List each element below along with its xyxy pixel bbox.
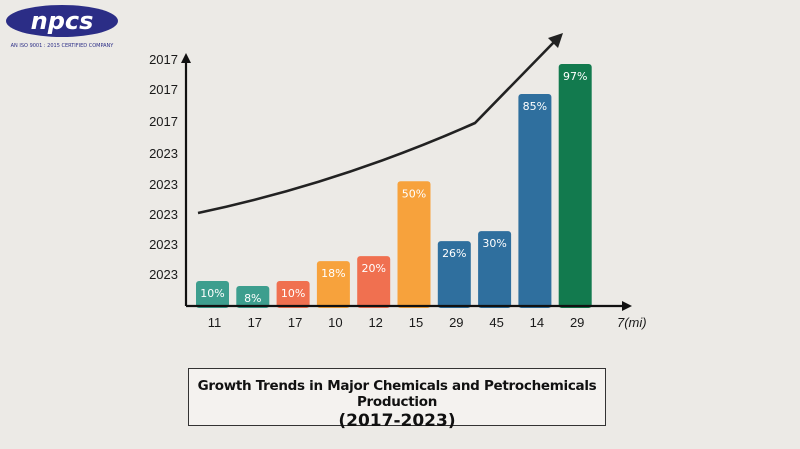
caption-years: (2017-2023) (338, 411, 456, 431)
x-tick-label: 17 (248, 315, 262, 330)
x-tick-label: 29 (570, 315, 584, 330)
bar (196, 281, 229, 308)
caption-title: Growth Trends in Major Chemicals and Pet… (197, 378, 597, 410)
x-axis-arrow (622, 301, 632, 311)
y-axis-arrow (181, 53, 191, 63)
y-tick-label: 2017 (149, 114, 178, 129)
bar-value-label: 26% (442, 247, 466, 260)
y-tick-label: 2023 (149, 177, 178, 192)
x-tick-label: 45 (489, 315, 503, 330)
logo-brand-text: npcs (31, 7, 94, 35)
chart-caption-box: Growth Trends in Major Chemicals and Pet… (188, 368, 606, 431)
bars-group: 10% 8% 10% 18% 20% 50% 26% 30% 85% 97% (196, 64, 592, 308)
npcs-logo: npcs AN ISO 9001 : 2015 CERTIFIED COMPAN… (6, 5, 118, 49)
trend-line (197, 39, 557, 215)
bar-value-label: 8% (244, 292, 261, 305)
bar (236, 286, 270, 308)
bar (558, 64, 592, 308)
x-tick-label: 17 (288, 315, 302, 330)
x-axis-end-label: 7(mi) (617, 315, 647, 330)
y-tick-label: 2023 (149, 237, 178, 252)
bar-value-label: 97% (563, 70, 587, 83)
y-tick-labels: 2023 2023 2023 2023 2023 2017 2017 2017 (149, 52, 178, 282)
bar (316, 261, 350, 308)
bar-value-label: 10% (281, 287, 305, 300)
y-tick-label: 2023 (149, 207, 178, 222)
bar-value-label: 50% (402, 187, 426, 200)
bar (518, 93, 552, 308)
x-tick-label: 29 (449, 315, 463, 330)
y-tick-label: 2017 (149, 82, 178, 97)
bar (437, 241, 471, 308)
y-tick-label: 2023 (149, 267, 178, 282)
x-tick-labels: 11 17 17 10 12 15 29 45 14 29 7(mi) (208, 315, 647, 330)
trend-line-group (197, 33, 563, 215)
x-tick-label: 15 (409, 315, 423, 330)
bar (276, 281, 310, 308)
bar-value-label: 20% (361, 262, 385, 275)
logo-tagline: AN ISO 9001 : 2015 CERTIFIED COMPANY (11, 43, 115, 49)
trend-arrowhead (548, 33, 563, 48)
bar-value-label: 18% (321, 267, 345, 280)
axes-group (181, 53, 632, 311)
bar-value-label: 30% (482, 237, 506, 250)
x-tick-label: 12 (368, 315, 382, 330)
logo-ellipse (6, 5, 118, 37)
x-tick-label: 14 (530, 315, 544, 330)
y-tick-label: 2017 (149, 52, 178, 67)
bar (357, 256, 391, 308)
bar-value-label: 10% (200, 287, 224, 300)
bar (397, 181, 431, 308)
y-tick-label: 2023 (149, 146, 178, 161)
bar-value-label: 85% (523, 100, 547, 113)
x-tick-label: 11 (208, 315, 222, 330)
bar (478, 231, 512, 308)
x-tick-label: 10 (328, 315, 342, 330)
